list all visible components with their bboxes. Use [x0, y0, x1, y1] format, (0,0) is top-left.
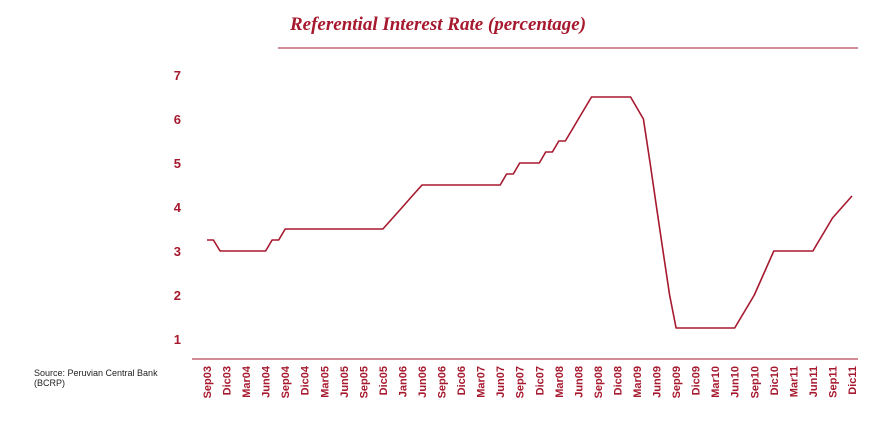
- x-tick-label: Dic11: [847, 366, 859, 395]
- y-tick-label: 6: [174, 112, 181, 127]
- x-tick-label: Mar11: [788, 366, 800, 397]
- x-tick-label: Jun10: [730, 366, 742, 398]
- chart-title: Referential Interest Rate (percentage): [290, 14, 587, 35]
- y-tick-label: 5: [174, 156, 181, 171]
- x-tick-label: Mar05: [319, 366, 331, 398]
- x-tick-label: Sep10: [749, 366, 761, 398]
- x-axis: Sep03 Dic03 Mar04 Jun04 Sep04 Dic04 Mar05 Jun05…: [202, 365, 859, 398]
- x-tick-label: Dic07: [534, 366, 546, 395]
- x-tick-label: Sep07: [515, 366, 527, 398]
- x-tick-label: Sep06: [437, 366, 449, 398]
- x-tick-label: Mar10: [710, 366, 722, 398]
- x-tick-label: Mar08: [554, 366, 566, 398]
- x-tick-label: Jun05: [339, 366, 351, 398]
- interest-rate-line: [207, 96, 853, 329]
- x-tick-label: Jan06: [397, 366, 409, 397]
- x-tick-label: Dic03: [222, 366, 234, 395]
- x-tick-label: Sep11: [827, 366, 839, 398]
- x-tick-label: Dic09: [691, 366, 703, 395]
- x-tick-label: Jun04: [261, 365, 273, 398]
- x-tick-label: Jun09: [652, 366, 664, 398]
- y-axis: 1 2 3 4 5 6 7: [174, 68, 182, 347]
- x-tick-label: Sep05: [358, 366, 370, 398]
- y-tick-label: 2: [174, 288, 181, 303]
- y-tick-label: 3: [174, 244, 181, 259]
- x-tick-label: Jun07: [495, 366, 507, 398]
- x-tick-label: Mar09: [632, 366, 644, 398]
- y-tick-label: 4: [174, 200, 182, 215]
- x-tick-label: Jun11: [808, 366, 820, 397]
- x-tick-label: Dic10: [769, 366, 781, 395]
- x-tick-label: Dic08: [612, 366, 624, 395]
- x-tick-label: Jun06: [417, 366, 429, 398]
- x-tick-label: Mar07: [476, 366, 488, 398]
- x-tick-label: Sep08: [593, 366, 605, 398]
- x-tick-label: Dic05: [378, 366, 390, 395]
- y-tick-label: 1: [174, 332, 181, 347]
- source-note: Source: Peruvian Central Bank (BCRP): [34, 368, 158, 388]
- y-tick-label: 7: [174, 68, 181, 83]
- x-tick-label: Mar04: [241, 365, 253, 398]
- x-tick-label: Jun08: [573, 366, 585, 398]
- x-tick-label: Sep03: [202, 366, 214, 398]
- x-tick-label: Dic06: [456, 366, 468, 395]
- x-tick-label: Sep04: [280, 365, 292, 398]
- x-tick-label: Sep09: [671, 366, 683, 398]
- x-tick-label: Dic04: [300, 365, 312, 395]
